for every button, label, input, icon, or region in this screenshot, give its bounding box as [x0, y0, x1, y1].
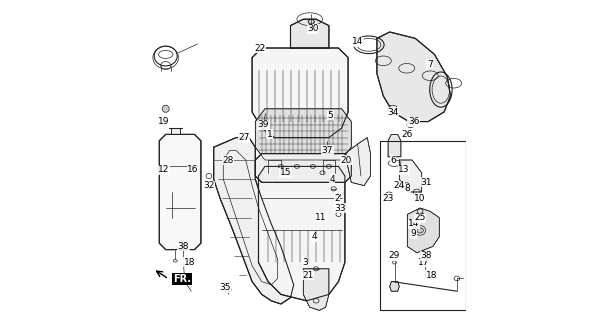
Polygon shape — [377, 32, 451, 122]
Polygon shape — [303, 269, 329, 310]
Polygon shape — [255, 154, 351, 182]
Polygon shape — [291, 19, 329, 48]
Text: 18: 18 — [184, 258, 196, 267]
Polygon shape — [345, 138, 370, 186]
Text: 1: 1 — [267, 130, 273, 139]
Text: 16: 16 — [187, 165, 199, 174]
Polygon shape — [308, 20, 314, 24]
Text: 20: 20 — [341, 156, 352, 164]
Text: 30: 30 — [307, 24, 319, 33]
Polygon shape — [390, 282, 399, 291]
Text: 22: 22 — [254, 44, 265, 52]
Text: 24: 24 — [394, 181, 405, 190]
Polygon shape — [252, 48, 348, 138]
Text: 38: 38 — [421, 252, 432, 260]
Text: 39: 39 — [257, 120, 269, 129]
Text: 3: 3 — [302, 258, 308, 267]
Text: 9: 9 — [411, 229, 417, 238]
Text: 31: 31 — [421, 178, 432, 187]
Text: 29: 29 — [389, 252, 400, 260]
Polygon shape — [407, 208, 440, 253]
Text: 4: 4 — [311, 232, 318, 241]
Text: 28: 28 — [223, 156, 234, 164]
Text: 21: 21 — [302, 271, 314, 280]
Text: 11: 11 — [315, 213, 327, 222]
Text: 13: 13 — [398, 165, 410, 174]
Text: 33: 33 — [334, 204, 346, 212]
Text: 12: 12 — [158, 165, 170, 174]
Text: 36: 36 — [408, 117, 419, 126]
Text: 15: 15 — [280, 168, 291, 177]
Text: 37: 37 — [322, 146, 333, 155]
Ellipse shape — [417, 228, 424, 233]
Text: 23: 23 — [383, 194, 394, 203]
Text: 34: 34 — [387, 108, 398, 116]
Text: 19: 19 — [158, 117, 170, 126]
Text: FR.: FR. — [173, 274, 191, 284]
Text: 4: 4 — [329, 175, 335, 184]
Text: 26: 26 — [402, 130, 413, 139]
Polygon shape — [255, 109, 351, 160]
Ellipse shape — [162, 105, 169, 112]
Text: 25: 25 — [414, 213, 426, 222]
Text: 7: 7 — [427, 60, 433, 68]
Polygon shape — [259, 166, 345, 301]
Text: 32: 32 — [204, 181, 215, 190]
Polygon shape — [170, 128, 180, 134]
Text: 6: 6 — [390, 156, 396, 164]
Text: 35: 35 — [219, 284, 230, 292]
Polygon shape — [159, 134, 201, 250]
Polygon shape — [388, 134, 401, 157]
Polygon shape — [399, 160, 422, 192]
Text: 5: 5 — [327, 111, 333, 120]
Text: 18: 18 — [425, 271, 437, 280]
Text: 8: 8 — [405, 184, 410, 193]
Polygon shape — [214, 138, 294, 304]
Text: 2: 2 — [334, 194, 340, 203]
Text: 27: 27 — [238, 133, 249, 142]
Text: 10: 10 — [414, 194, 426, 203]
Text: 14: 14 — [408, 220, 419, 228]
Text: 14: 14 — [352, 37, 364, 46]
Text: 17: 17 — [417, 258, 429, 267]
Text: 38: 38 — [178, 242, 189, 251]
